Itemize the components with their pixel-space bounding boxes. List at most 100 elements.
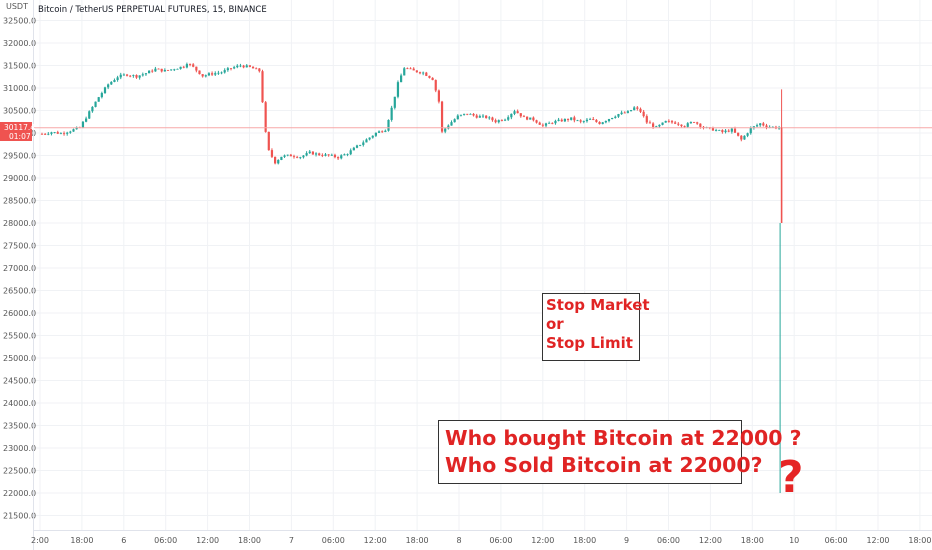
x-tick-label: 18:00 (238, 536, 261, 545)
candle-body (40, 133, 44, 135)
candle-body (305, 153, 308, 156)
candle-body (113, 80, 116, 82)
candle-body (566, 118, 570, 120)
candle-body (343, 154, 346, 156)
candle-body (318, 153, 321, 156)
candle-body (765, 125, 768, 128)
candle-body (749, 127, 752, 134)
y-tick-label: 31500.0 (3, 62, 36, 71)
candle-body (752, 126, 755, 128)
candle-body (481, 115, 485, 117)
candle-body (327, 154, 330, 156)
x-tick-label: 18:00 (908, 536, 931, 545)
candle-body (188, 64, 192, 65)
candle-body (69, 131, 72, 133)
candle-body (579, 120, 582, 122)
candle-body (617, 114, 620, 117)
candle-body (570, 117, 573, 120)
x-tick-label: 18:00 (573, 536, 596, 545)
candle-body (59, 133, 62, 135)
candle-body (44, 133, 47, 135)
candle-body (75, 127, 78, 130)
x-tick-label: 06:00 (657, 536, 680, 545)
y-tick-label: 23000.0 (3, 444, 36, 453)
candle-body (62, 133, 66, 135)
candle-body (107, 84, 110, 88)
candle-body (182, 66, 185, 68)
candle-body (582, 121, 585, 122)
candle-body (595, 119, 598, 122)
candle-body (204, 75, 207, 77)
candle-body (485, 115, 488, 118)
candle-body (655, 126, 658, 128)
candle-body (292, 156, 296, 158)
candle-body (85, 118, 88, 122)
candle-body (346, 154, 349, 156)
x-tick-label: 9 (624, 536, 629, 545)
candle-body (148, 70, 151, 74)
annotation-line: Who Sold Bitcoin at 22000? (445, 453, 763, 477)
candle-body (513, 111, 516, 114)
candle-body (529, 117, 532, 120)
candle-body (551, 122, 554, 124)
candle-body (670, 121, 674, 123)
candle-body (743, 135, 746, 140)
candle-body (510, 113, 513, 118)
candle-body (211, 73, 214, 75)
candle-body (428, 75, 431, 78)
candle-body (151, 70, 154, 72)
candle-body (393, 96, 396, 108)
candle-body (160, 68, 163, 72)
candle-body (125, 74, 129, 76)
annotation-line: Stop Limit (546, 334, 633, 352)
currency-label: USDT (6, 2, 28, 11)
candle-body (352, 147, 355, 151)
candle-body (308, 151, 311, 154)
candle-body (626, 111, 629, 113)
y-tick-label: 24500.0 (3, 377, 36, 386)
candle-body (100, 93, 103, 98)
candle-body (289, 154, 292, 157)
candle-body (418, 72, 422, 74)
candle-body (122, 74, 125, 76)
candle-body (229, 68, 233, 70)
candle-body (217, 72, 220, 74)
candle-body (601, 122, 604, 125)
candle-body (119, 74, 122, 78)
y-tick-label: 22000.0 (3, 489, 36, 498)
candle-body (242, 65, 245, 68)
candle-body (623, 112, 626, 114)
y-tick-label: 21500.0 (3, 512, 36, 521)
candle-body (311, 151, 314, 155)
candle-body (283, 155, 286, 157)
candle-body (296, 156, 299, 158)
candle-body (576, 120, 579, 122)
candle-body (500, 120, 503, 121)
candle-body (759, 123, 762, 126)
candle-body (330, 154, 333, 156)
candle-body (466, 113, 469, 115)
candle-body (251, 66, 255, 69)
candle-body (494, 120, 497, 123)
candle-body (337, 157, 340, 159)
candle-body (138, 75, 141, 78)
candle-body (664, 120, 667, 123)
x-tick-label: 18:00 (406, 536, 429, 545)
candle-body (727, 130, 730, 132)
candle-body (573, 117, 576, 121)
candle-body (403, 68, 406, 76)
candle-body (522, 116, 526, 118)
candle-body (715, 130, 718, 131)
candle-body (406, 68, 409, 70)
candle-body (223, 70, 226, 73)
candle-body (267, 131, 270, 151)
x-tick-label: 12:00 (364, 536, 387, 545)
x-tick-label: 06:00 (825, 536, 848, 545)
candle-body (185, 64, 188, 68)
candle-body (526, 116, 529, 120)
candle-body (478, 116, 481, 118)
candle-body (652, 123, 655, 127)
candle-body (110, 81, 113, 85)
candle-body (437, 90, 440, 102)
candle-body (400, 75, 403, 83)
